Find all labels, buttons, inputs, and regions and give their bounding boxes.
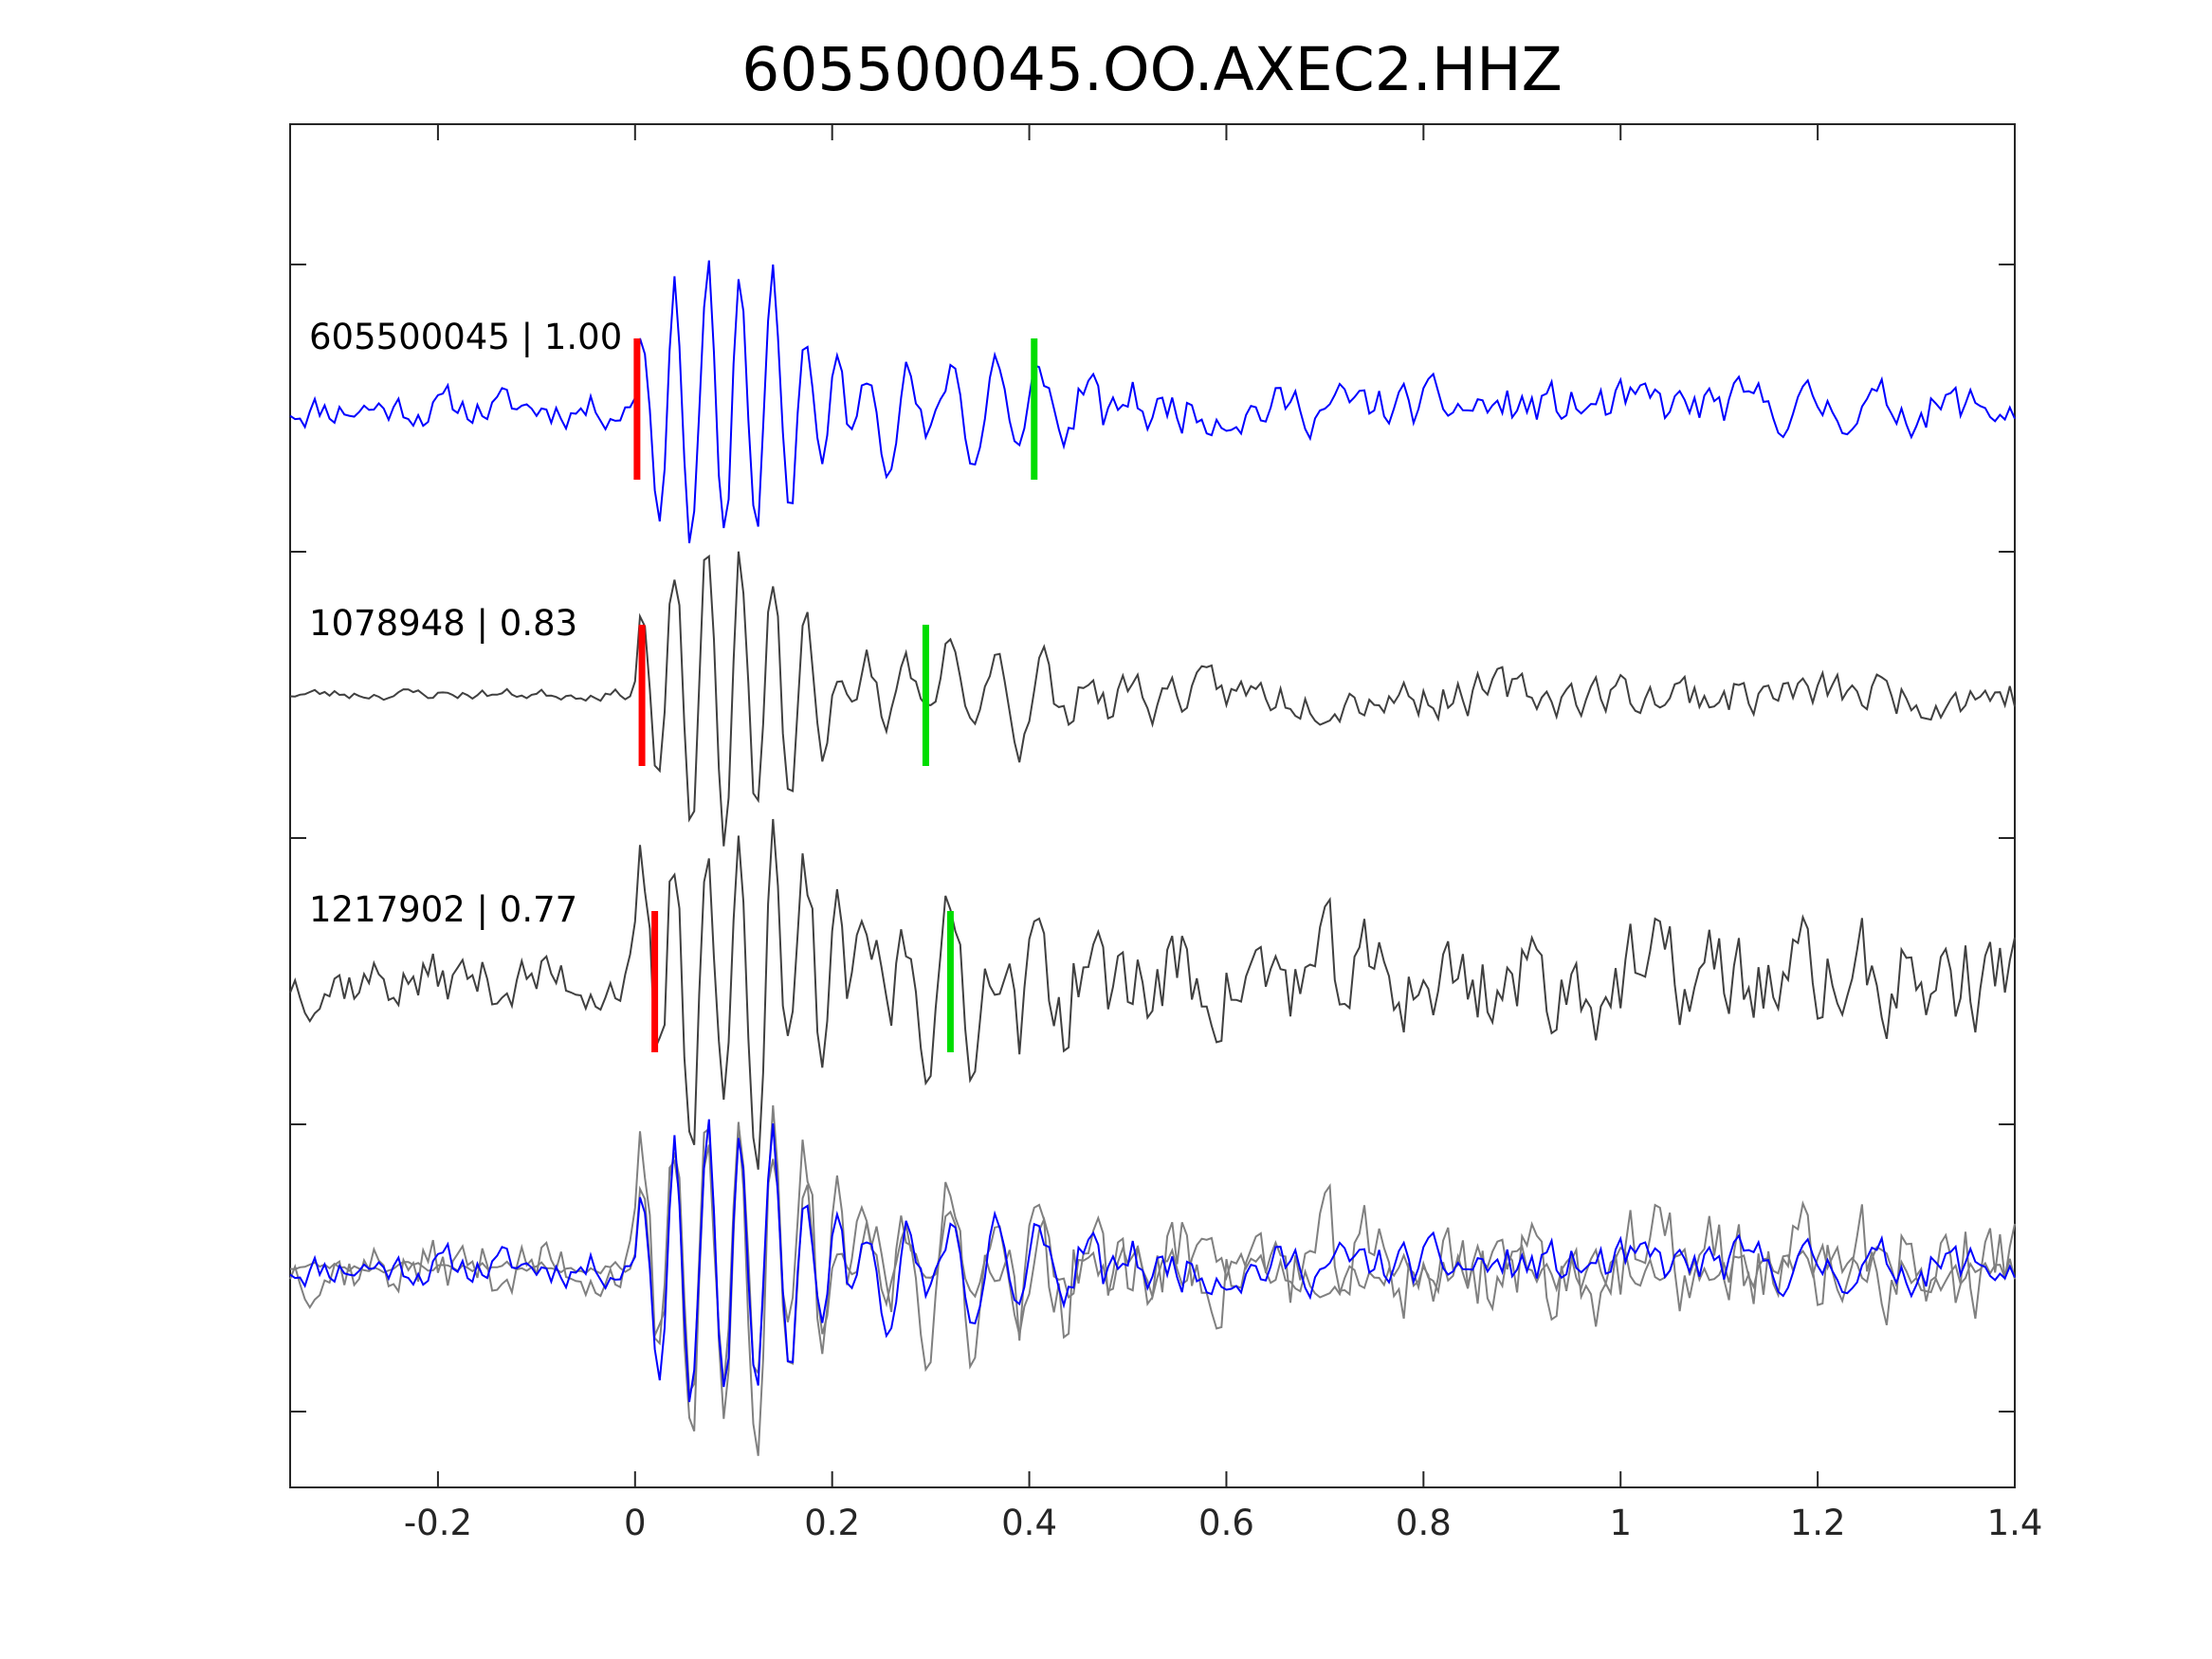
x-tick-label: 0.2 bbox=[804, 1503, 860, 1543]
x-tick-label: 0.6 bbox=[1198, 1503, 1254, 1543]
plot-area-frame bbox=[289, 123, 2016, 1488]
chart-title: 605500045.OO.AXEC2.HHZ bbox=[741, 35, 1562, 104]
trace-label-2: 1078948 | 0.83 bbox=[309, 603, 577, 644]
trace-labels: 605500045 | 1.00 1078948 | 0.83 1217902 | … bbox=[309, 317, 622, 930]
x-tick-label: -0.2 bbox=[404, 1503, 472, 1543]
trace-line-1 bbox=[289, 260, 2016, 544]
y-axis-ticks bbox=[290, 264, 2015, 1413]
x-tick-label: 0 bbox=[624, 1503, 647, 1543]
trace-label-1: 605500045 | 1.00 bbox=[309, 317, 622, 357]
phase-picks bbox=[633, 338, 1038, 1052]
stack-trace-line bbox=[289, 1104, 2016, 1456]
x-tick-label: 1.2 bbox=[1790, 1503, 1846, 1543]
waveform-traces bbox=[289, 260, 2016, 1170]
x-tick-label: 1.4 bbox=[1987, 1503, 2043, 1543]
stacked-waveforms bbox=[289, 1104, 2016, 1456]
trace-label-3: 1217902 | 0.77 bbox=[309, 889, 577, 930]
trace-line-2 bbox=[289, 551, 2016, 847]
x-tick-label: 0.8 bbox=[1396, 1503, 1452, 1543]
trace-line-3 bbox=[289, 818, 2016, 1170]
x-tick-label: 1 bbox=[1609, 1503, 1632, 1543]
x-axis-ticks: -0.2 0 0.2 0.4 0.6 0.8 1 1.2 1.4 bbox=[404, 124, 2043, 1543]
x-tick-label: 0.4 bbox=[1001, 1503, 1057, 1543]
stack-trace-line bbox=[289, 1119, 2016, 1403]
